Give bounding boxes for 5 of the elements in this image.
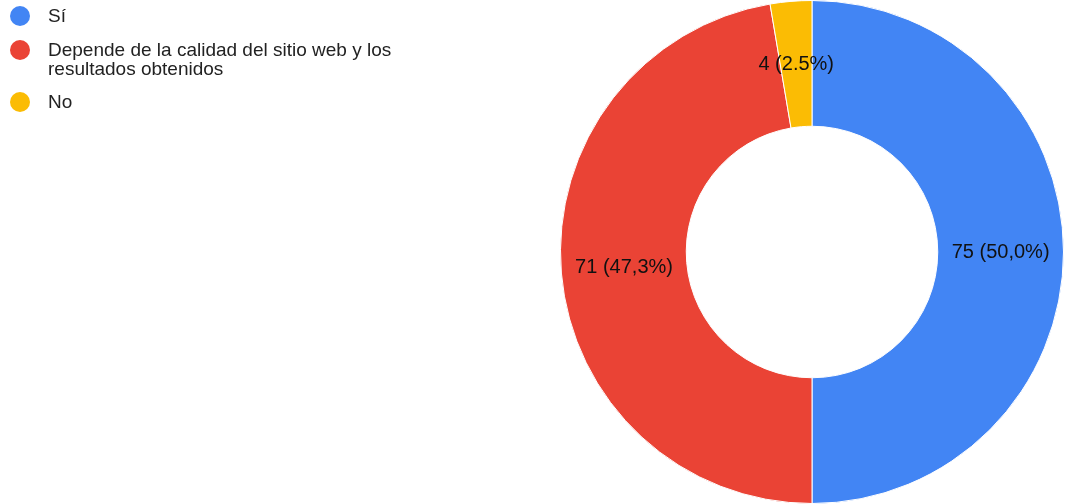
legend-label: Sí — [48, 5, 66, 26]
legend-label: Depende de la calidad del sitio web y los resultados obtenidos — [48, 39, 393, 79]
data-label: 75 (50,0%) — [951, 239, 1050, 262]
data-label: 71 (47,3%) — [575, 255, 673, 278]
legend-label: No — [48, 91, 73, 112]
